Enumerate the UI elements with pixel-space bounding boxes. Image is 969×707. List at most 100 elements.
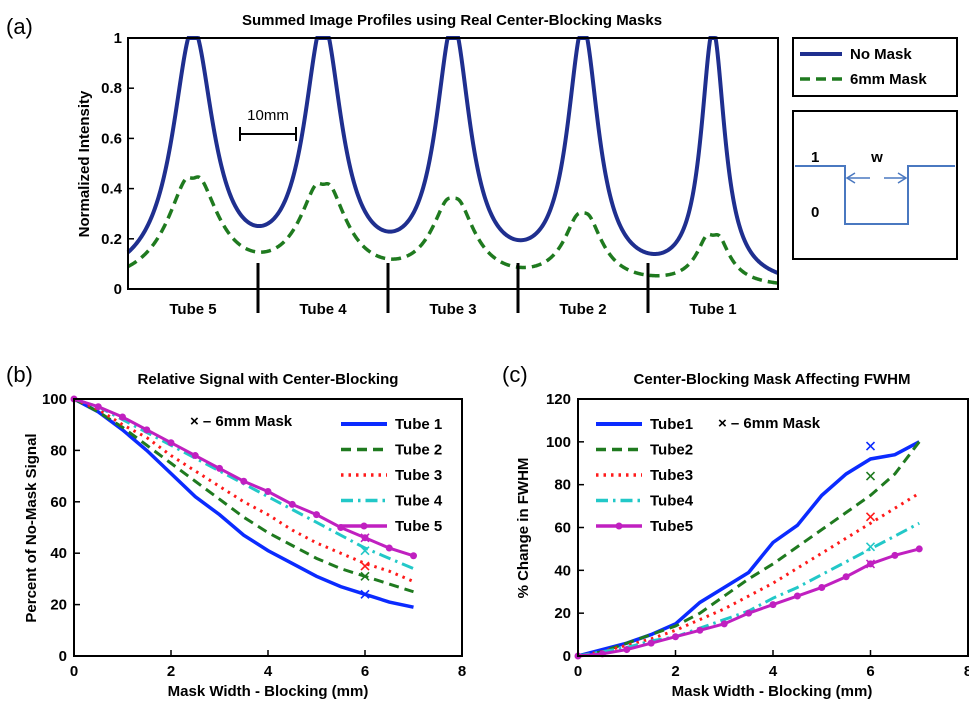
series-tube5-marker	[647, 639, 655, 647]
ytick-label: 0	[59, 648, 67, 665]
xtick-label: 8	[964, 663, 969, 680]
legend-tube2-label: Tube2	[650, 442, 693, 459]
ytick-label: 40	[554, 562, 571, 579]
panel-a-tube-labels: Tube 5 Tube 4 Tube 3 Tube 2 Tube 1	[169, 301, 736, 318]
panel-c-series	[574, 440, 923, 660]
legend-label-no-mask: No Mask	[850, 46, 912, 63]
inset-width-label: w	[870, 149, 883, 166]
panel-c-mask-note: × – 6mm Mask	[718, 415, 821, 432]
legend-tube1-label: Tube1	[650, 416, 693, 433]
series-tube4	[577, 521, 920, 658]
ytick-label: 120	[546, 391, 571, 408]
panel-b-chart: Relative Signal with Center-Blocking Mas…	[23, 371, 466, 700]
series-tube-5-marker	[119, 413, 126, 421]
xtick-label: 6	[361, 663, 369, 680]
mask-point-x	[865, 471, 876, 481]
series-tube5-marker	[623, 646, 631, 654]
tube-label: Tube 1	[689, 301, 736, 318]
ytick-label: 100	[42, 391, 67, 408]
legend-tube-5-marker	[360, 522, 368, 530]
ytick-label: 0	[563, 648, 571, 665]
panel-c-legend: Tube1 Tube2 Tube3 Tube4 Tube5	[596, 416, 694, 535]
panel-b-mask-points	[360, 533, 370, 599]
ytick-label: 60	[554, 520, 571, 537]
series-tube-5-marker	[410, 552, 417, 560]
series-tube2	[577, 440, 921, 658]
legend-tube5-marker	[615, 522, 623, 530]
legend-tube3-label: Tube3	[650, 467, 693, 484]
ytick-label: 80	[50, 442, 67, 459]
tube-label: Tube 2	[559, 301, 606, 318]
series-tube-5-marker	[191, 452, 199, 460]
series-tube-5-marker	[240, 477, 248, 485]
legend-tube-2-label: Tube 2	[395, 442, 442, 459]
panel-c-ylabel: % Change in FWHM	[515, 458, 532, 599]
ytick-label: 20	[554, 605, 571, 622]
mask-point-x	[360, 546, 370, 556]
ytick-label: 60	[50, 494, 67, 511]
panel-a-ytick-label: 1	[114, 30, 122, 47]
panel-a-ytick-label: 0.8	[101, 80, 122, 97]
mask-point-x	[360, 561, 370, 571]
panel-b-axes-frame	[73, 398, 463, 657]
panel-a-ytick-label: 0	[114, 281, 122, 298]
series-tube-5-marker	[216, 464, 223, 472]
series-tube-5-marker	[313, 511, 320, 519]
series-tube5-marker	[793, 592, 801, 600]
series-tube-1	[73, 397, 414, 609]
series-no-mask	[126, 36, 779, 275]
legend-tube5-label: Tube5	[650, 518, 693, 535]
xtick-label: 8	[458, 663, 466, 680]
series-tube5-marker	[696, 626, 704, 634]
legend-tube-1-label: Tube 1	[395, 416, 442, 433]
panel-b-legend: Tube 1 Tube 2 Tube 3 Tube 4 Tube 5	[341, 416, 443, 535]
legend-tube-4-label: Tube 4	[395, 493, 443, 510]
panel-a-ytick-label: 0.6	[101, 130, 122, 147]
mask-profile-inset: 1 0 w	[792, 110, 958, 260]
xtick-label: 0	[574, 663, 582, 680]
panel-b-mask-note: × – 6mm Mask	[190, 413, 293, 430]
series-tube-5-marker	[94, 403, 102, 411]
mask-point-x	[360, 571, 370, 581]
panel-label-a: (a)	[6, 14, 33, 39]
panel-a-ytick-label: 0.4	[101, 181, 123, 198]
scale-bar-label: 10mm	[247, 107, 289, 124]
legend-tube-5-label: Tube 5	[395, 518, 442, 535]
xtick-label: 0	[70, 663, 78, 680]
tube-label: Tube 4	[299, 301, 347, 318]
mask-profile-line	[795, 165, 955, 225]
panel-b-title: Relative Signal with Center-Blocking	[138, 371, 399, 388]
series-tube5-marker	[672, 633, 679, 641]
mask-point-x	[360, 533, 370, 543]
panel-c-mask-points	[865, 441, 876, 569]
legend-tube4-label: Tube4	[650, 493, 694, 510]
series-tube-5-marker	[385, 544, 393, 552]
panel-c-title: Center-Blocking Mask Affecting FWHM	[634, 371, 911, 388]
series-tube5-marker	[818, 583, 826, 591]
tube-label: Tube 3	[429, 301, 476, 318]
legend-label-6mm-mask: 6mm Mask	[850, 71, 927, 88]
scale-bar: 10mm	[239, 107, 297, 141]
panel-a-curves	[126, 36, 779, 285]
ytick-label: 20	[50, 597, 67, 614]
mask-point-x	[865, 542, 876, 552]
panel-a-ylabel: Normalized Intensity	[76, 90, 93, 237]
series-tube5-marker	[769, 601, 777, 609]
series-tube5-marker	[891, 551, 899, 559]
panel-a-chart: Summed Image Profiles using Real Center-…	[76, 12, 958, 318]
mask-point-x	[865, 512, 876, 522]
mask-point-x	[865, 559, 876, 569]
xtick-label: 2	[671, 663, 679, 680]
series-tube5-marker	[745, 609, 753, 617]
series-tube-5-marker	[167, 439, 175, 447]
series-tube-5-marker	[288, 500, 296, 508]
panel-c-axes-frame	[577, 398, 969, 657]
ytick-label: 80	[554, 477, 571, 494]
panel-a-ytick-label: 0.2	[101, 231, 122, 248]
mask-point-x	[865, 441, 876, 451]
panel-label-c: (c)	[502, 362, 528, 387]
series-6mm-mask	[127, 175, 779, 285]
ytick-label: 40	[50, 545, 67, 562]
